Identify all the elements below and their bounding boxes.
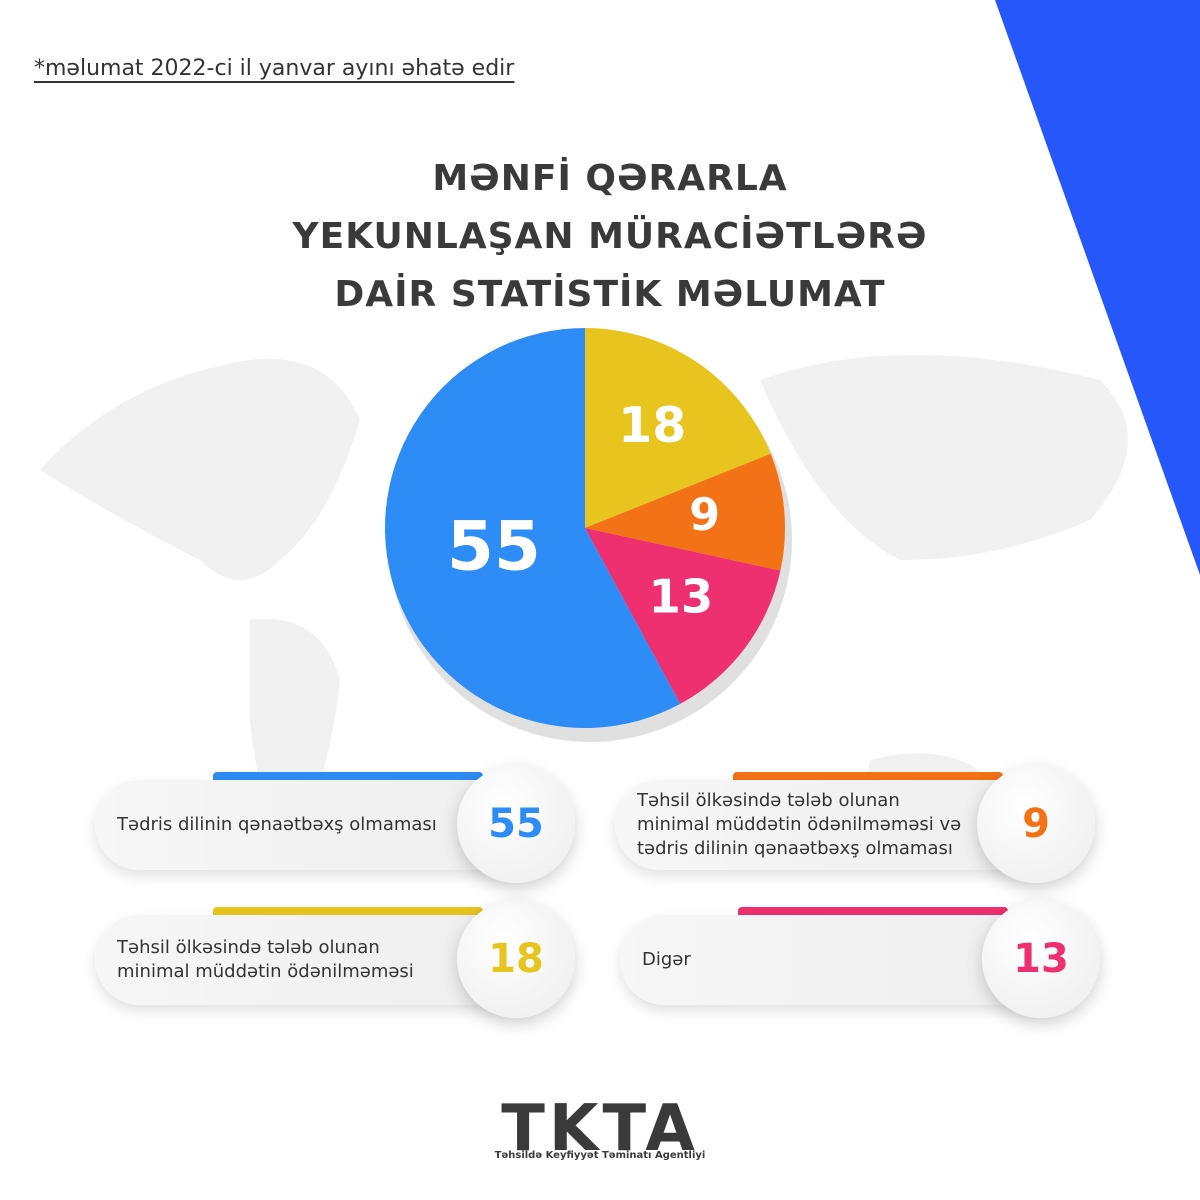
slice-label: 55 bbox=[447, 507, 541, 586]
legend-label: Tədris dilinin qənaətbəxş olmaması bbox=[117, 814, 437, 835]
legend-card: Tədris dilinin qənaətbəxş olmaması 55 bbox=[95, 765, 575, 883]
legend-card: Təhsil ölkəsində tələb olunan minimal mü… bbox=[95, 900, 575, 1018]
pie-slice bbox=[585, 328, 771, 528]
slice-label: 18 bbox=[618, 397, 686, 454]
card-accent bbox=[213, 772, 483, 780]
legend-label: Təhsil ölkəsində tələb olunan minimal mü… bbox=[117, 937, 414, 982]
legend-card: Təhsil ölkəsində tələb olunan minimal mü… bbox=[615, 765, 1095, 883]
corner-accent bbox=[995, 0, 1200, 575]
card-body: Təhsil ölkəsində tələb olunan minimal mü… bbox=[615, 780, 1035, 870]
card-accent bbox=[733, 772, 1003, 780]
logo: TKTA bbox=[501, 1092, 699, 1166]
logo-subtitle: Təhsildə Keyfiyyət Təminatı Agentliyi bbox=[494, 1150, 706, 1161]
slice-label: 9 bbox=[689, 490, 720, 541]
legend-value: 18 bbox=[457, 900, 575, 1018]
legend-value: 55 bbox=[457, 765, 575, 883]
note: *məlumat 2022-ci il yanvar ayını əhatə e… bbox=[34, 56, 515, 81]
card-accent bbox=[213, 907, 483, 915]
card-body: Tədris dilinin qənaətbəxş olmaması bbox=[95, 780, 515, 870]
pie-slice bbox=[585, 528, 781, 704]
slice-label: 13 bbox=[649, 570, 714, 624]
pie-slice bbox=[585, 453, 785, 571]
card-accent bbox=[738, 907, 1008, 915]
legend-card: Digər 13 bbox=[620, 900, 1100, 1018]
card-body: Digər bbox=[620, 915, 1040, 1005]
legend-value: 13 bbox=[982, 900, 1100, 1018]
pie-slice bbox=[384, 328, 681, 729]
card-body: Təhsil ölkəsində tələb olunan minimal mü… bbox=[95, 915, 515, 1005]
legend-label: Digər bbox=[642, 949, 691, 970]
chart-title: MƏNFİ QƏRARLA YEKUNLAŞAN MÜRACİƏTLƏRƏ DA… bbox=[292, 158, 928, 315]
pie: 189 13 55 bbox=[384, 328, 785, 729]
legend-label: Təhsil ölkəsində tələb olunan minimal mü… bbox=[637, 790, 962, 859]
legend-value: 9 bbox=[977, 765, 1095, 883]
